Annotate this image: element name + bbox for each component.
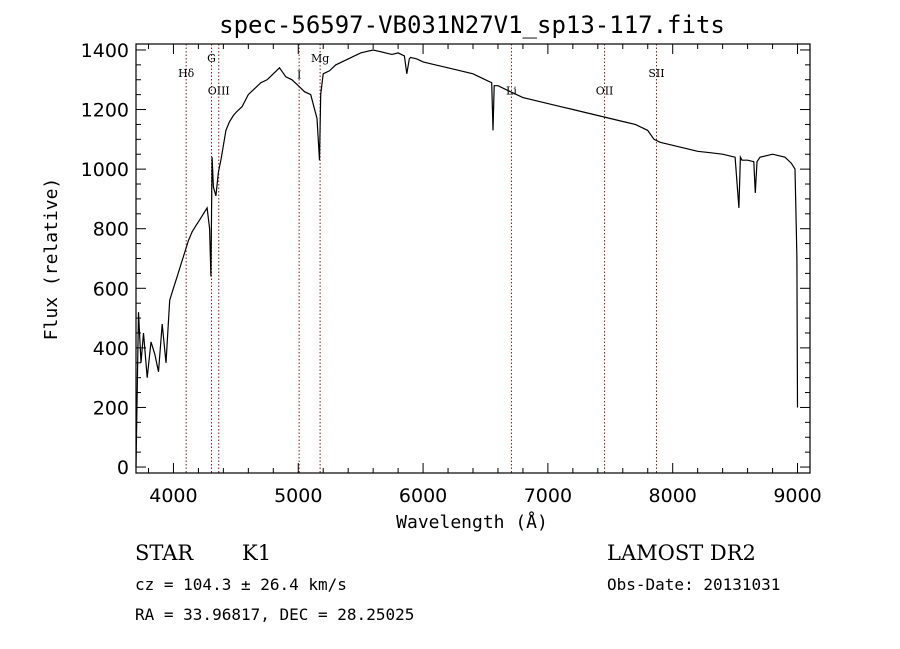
y-tick-label: 800 (93, 219, 129, 241)
marker-label: OII (596, 85, 614, 98)
x-axis-label: Wavelength (Å) (396, 511, 548, 533)
obs-date: Obs-Date: 20131031 (607, 575, 780, 594)
y-axis-label: Flux (relative) (41, 178, 62, 341)
marker-label: G (207, 52, 216, 65)
redshift-readout: cz = 104.3 ± 26.4 km/s (135, 575, 347, 594)
y-axis-ticks: 0 200 400 600 800 1000 1200 1400 (81, 40, 810, 479)
x-tick-label: 9000 (773, 485, 821, 507)
x-tick-label: 7000 (524, 485, 572, 507)
spectral-line-markers (185, 44, 657, 473)
coordinates: RA = 33.96817, DEC = 28.25025 (135, 605, 414, 624)
x-axis-ticks: 4000 5000 6000 7000 8000 9000 (147, 44, 822, 507)
survey-name: LAMOST DR2 (607, 541, 756, 565)
x-tick-label: 6000 (399, 485, 447, 507)
spectrum-series-line (135, 49, 799, 468)
y-tick-label: 1400 (81, 40, 129, 62)
plot-frame (135, 43, 811, 474)
marker-label: SII (648, 67, 664, 80)
y-tick-label: 0 (117, 457, 129, 479)
y-tick-label: 200 (93, 397, 129, 419)
object-subclass: K1 (242, 541, 271, 565)
y-tick-label: 600 (93, 278, 129, 300)
marker-label: Hδ (178, 67, 195, 80)
marker-label: Mg (311, 52, 329, 65)
marker-label: I (297, 68, 301, 81)
x-tick-label: 5000 (274, 485, 322, 507)
chart-title: spec-56597-VB031N27V1_sp13-117.fits (219, 11, 725, 39)
object-type: STAR (135, 541, 194, 565)
y-tick-label: 1000 (81, 159, 129, 181)
y-tick-label: 1200 (81, 100, 129, 122)
marker-label: Li (506, 85, 517, 98)
marker-label: OIII (208, 85, 230, 98)
x-tick-label: 4000 (149, 485, 197, 507)
spectral-line-labels: Hδ G OIII I Mg Li OII SII (178, 52, 665, 98)
y-tick-label: 400 (93, 338, 129, 360)
x-tick-label: 8000 (649, 485, 697, 507)
